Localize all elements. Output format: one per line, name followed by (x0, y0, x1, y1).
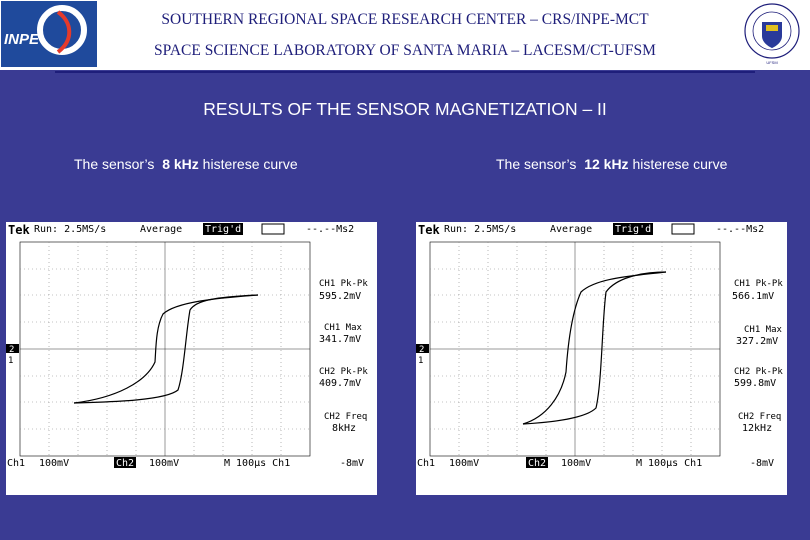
measurement-4-value: 12kHz (742, 423, 772, 434)
scope-measurements: CH1 Pk-Pk 566.1mV CH1 Max 327.2mV CH2 Pk… (732, 279, 783, 434)
page-title: RESULTS OF THE SENSOR MAGNETIZATION – II (203, 99, 607, 119)
timebase: M 100µs Ch1 (224, 458, 290, 469)
timebase: M 100µs Ch1 (636, 458, 702, 469)
scope-run: Run: 2.5MS/s (444, 224, 516, 235)
measurement-1-label: CH1 Pk-Pk (734, 279, 783, 289)
measurement-3-value: 599.8mV (734, 378, 776, 389)
measurement-3-label: CH2 Pk-Pk (319, 367, 368, 377)
measurement-4-value: 8kHz (332, 423, 356, 434)
oscilloscope-screen-8khz: Tek Run: 2.5MS/s Average Trig'd --.--Ms2 (6, 222, 377, 495)
measurement-1-value: 566.1mV (732, 291, 774, 302)
scope-grid (19, 241, 311, 457)
header-divider (55, 71, 755, 73)
scope-brand: Tek (8, 223, 30, 237)
scope-trig-status: Trig'd (615, 224, 651, 235)
measurement-2-label: CH1 Max (324, 323, 363, 333)
scope-markers: 2 1 (416, 344, 429, 366)
hysteresis-curve (73, 294, 259, 404)
hysteresis-curve (522, 271, 667, 425)
svg-text:UFSM: UFSM (766, 60, 777, 65)
header-line-2: SPACE SCIENCE LABORATORY OF SANTA MARIA … (154, 42, 656, 59)
channel-1-label: Ch1 (7, 458, 25, 469)
header-band (0, 0, 810, 70)
svg-text:2: 2 (9, 345, 14, 355)
oscilloscope-screen-12khz: Tek Run: 2.5MS/s Average Trig'd --.--Ms2 (416, 222, 787, 495)
measurement-3-label: CH2 Pk-Pk (734, 367, 783, 377)
measurement-3-value: 409.7mV (319, 378, 361, 389)
scope-delta: --.--Ms2 (306, 224, 354, 235)
scope-mode: Average (140, 224, 182, 235)
scope-header: Tek Run: 2.5MS/s Average Trig'd --.--Ms2 (8, 223, 354, 237)
scope-delta: --.--Ms2 (716, 224, 764, 235)
channel-2-scale: 100mV (561, 458, 591, 469)
scope-grid (429, 241, 721, 457)
caption-left: The sensor’s 8 kHz histerese curve (74, 156, 298, 172)
scope-footer: Ch1 100mV Ch2 100mV M 100µs Ch1 -8mV (7, 457, 364, 469)
measurement-1-label: CH1 Pk-Pk (319, 279, 368, 289)
channel-1-scale: 100mV (449, 458, 479, 469)
channel-2-scale: 100mV (149, 458, 179, 469)
trigger-level: -8mV (750, 458, 774, 469)
svg-text:2: 2 (419, 345, 424, 355)
ufsm-logo: UFSM (736, 0, 808, 68)
measurement-4-label: CH2 Freq (738, 412, 781, 422)
scope-run: Run: 2.5MS/s (34, 224, 106, 235)
scope-header: Tek Run: 2.5MS/s Average Trig'd --.--Ms2 (418, 223, 764, 237)
scope-measurements: CH1 Pk-Pk 595.2mV CH1 Max 341.7mV CH2 Pk… (319, 279, 368, 434)
channel-1-scale: 100mV (39, 458, 69, 469)
svg-text:INPE: INPE (4, 31, 40, 48)
channel-2-label: Ch2 (116, 458, 134, 469)
caption-right: The sensor’s 12 kHz histerese curve (496, 156, 728, 172)
measurement-1-value: 595.2mV (319, 291, 361, 302)
channel-1-label: Ch1 (417, 458, 435, 469)
svg-text:1: 1 (418, 356, 423, 366)
scope-mode: Average (550, 224, 592, 235)
scope-brand: Tek (418, 223, 440, 237)
measurement-2-value: 327.2mV (736, 336, 778, 347)
scope-markers: 2 1 (6, 344, 19, 366)
channel-2-label: Ch2 (528, 458, 546, 469)
svg-text:1: 1 (8, 356, 13, 366)
scope-trig-status: Trig'd (205, 224, 241, 235)
measurement-2-value: 341.7mV (319, 334, 361, 345)
header-line-1: SOUTHERN REGIONAL SPACE RESEARCH CENTER … (161, 11, 649, 28)
trigger-level: -8mV (340, 458, 364, 469)
measurement-4-label: CH2 Freq (324, 412, 367, 422)
measurement-2-label: CH1 Max (744, 325, 783, 335)
inpe-logo: INPE (1, 1, 97, 67)
scope-footer: Ch1 100mV Ch2 100mV M 100µs Ch1 -8mV (417, 457, 774, 469)
